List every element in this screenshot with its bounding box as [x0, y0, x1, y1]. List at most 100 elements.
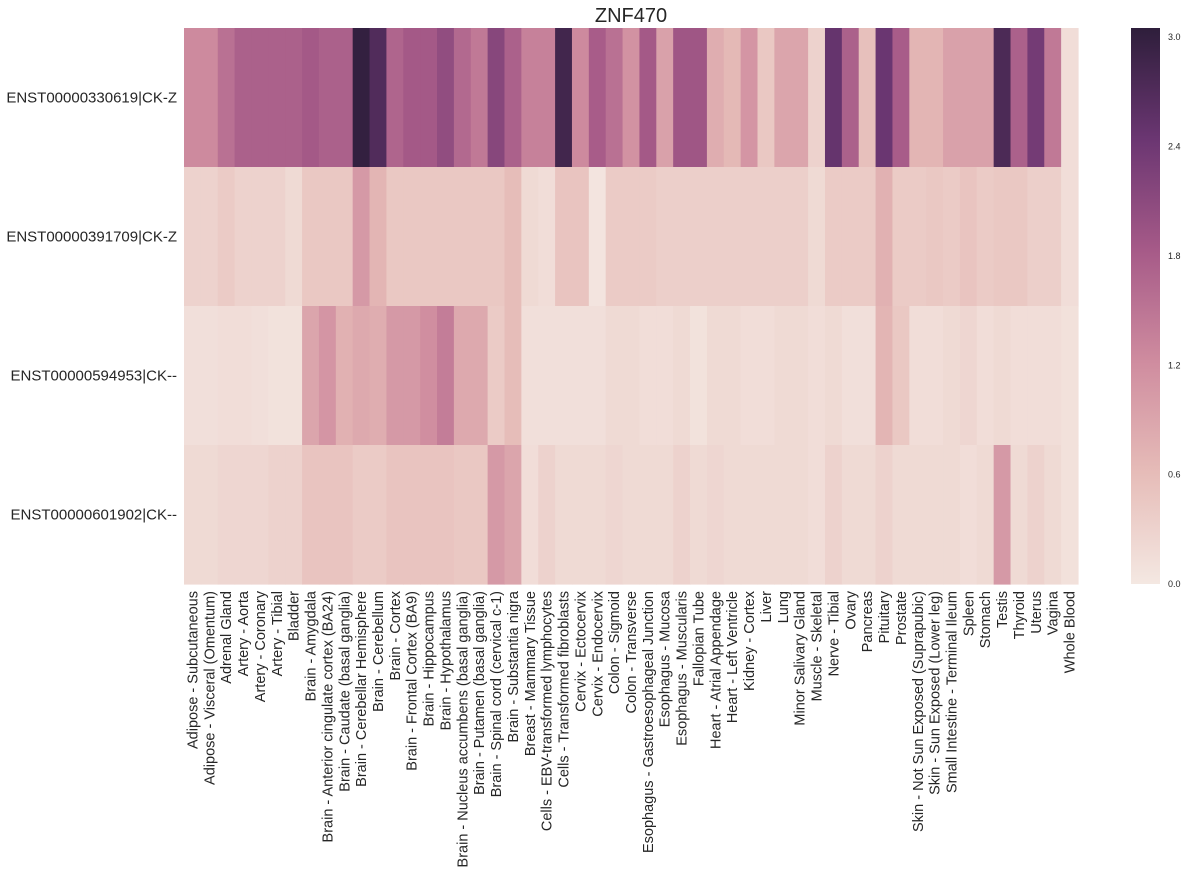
- column-label: Adipose - Visceral (Omentum): [202, 591, 218, 785]
- column-label: Esophagus - Mucosa: [658, 590, 674, 727]
- heatmap-cell: [470, 306, 489, 446]
- column-label: Muscle - Skeletal: [810, 591, 826, 701]
- heatmap-cell: [723, 28, 742, 168]
- heatmap-cell: [740, 28, 759, 168]
- heatmap-cell: [841, 445, 860, 585]
- heatmap-cell: [1044, 306, 1062, 446]
- heatmap-cell: [1027, 28, 1045, 168]
- heatmap-cell: [774, 306, 792, 446]
- column-label: Bladder: [287, 591, 303, 641]
- heatmap-cell: [352, 167, 371, 307]
- column-label: Thyroid: [1012, 591, 1028, 639]
- heatmap-cell: [706, 306, 725, 446]
- heatmap-cell: [976, 167, 995, 307]
- heatmap-cell: [976, 306, 995, 446]
- colorbar: 0.0 0.6 1.2 1.8 2.4 3.0: [1131, 28, 1181, 589]
- heatmap-cell: [976, 445, 995, 585]
- heatmap-cell: [217, 306, 236, 446]
- heatmap-cell: [571, 445, 590, 585]
- column-labels: Adipose - Subcutaneous Adipose - Visceral…: [185, 590, 1078, 867]
- heatmap-cell: [740, 306, 759, 446]
- heatmap-cell: [251, 167, 269, 307]
- heatmap-cell: [251, 445, 269, 585]
- heatmap-cell: [504, 306, 522, 446]
- colorbar-tick-label: 0.0: [1168, 579, 1181, 589]
- colorbar-tick-label: 2.4: [1168, 141, 1181, 151]
- heatmap-cell: [791, 445, 809, 585]
- heatmap-cell: [403, 306, 421, 446]
- heatmap-cell: [824, 445, 843, 585]
- column-label: Heart - Left Ventricle: [725, 591, 741, 723]
- heatmap-cell: [959, 445, 978, 585]
- heatmap-cell: [858, 28, 877, 168]
- column-label: Artery - Aorta: [236, 590, 252, 676]
- column-label: Testis: [995, 591, 1011, 628]
- row-label: ENST00000330619|CK-Z: [6, 90, 177, 107]
- heatmap-cell: [1044, 167, 1062, 307]
- heatmap-cell: [622, 306, 641, 446]
- column-label: Skin - Not Sun Exposed (Suprapubic): [911, 591, 927, 832]
- heatmap-cell: [723, 445, 742, 585]
- heatmap-cell: [673, 445, 691, 585]
- heatmap-cell: [673, 167, 691, 307]
- colorbar-gradient: [1131, 28, 1160, 584]
- column-label: Brain - Caudate (basal ganglia): [337, 591, 353, 792]
- heatmap-cell: [487, 167, 506, 307]
- heatmap-cell: [437, 306, 455, 446]
- heatmap-cell: [403, 167, 421, 307]
- heatmap-cell: [993, 167, 1012, 307]
- heatmap-cell: [706, 167, 725, 307]
- column-label: Brain - Cerebellar Hemisphere: [354, 591, 370, 787]
- heatmap-cell: [875, 445, 894, 585]
- heatmap-cell: [184, 167, 202, 307]
- heatmap-cell: [302, 28, 320, 168]
- heatmap-cell: [588, 306, 607, 446]
- heatmap-cell: [571, 167, 590, 307]
- heatmap-cell: [1061, 306, 1079, 446]
- column-label: Kidney - Cortex: [742, 590, 758, 691]
- heatmap-cell: [538, 306, 556, 446]
- heatmap-cell: [976, 28, 995, 168]
- heatmap-cell: [487, 445, 506, 585]
- heatmap-cell: [470, 445, 489, 585]
- heatmap-cell: [841, 306, 860, 446]
- chart-title: ZNF470: [595, 5, 667, 27]
- heatmap-cell: [824, 167, 843, 307]
- column-label: Brain - Hippocampus: [422, 591, 438, 726]
- heatmap-cell: [318, 306, 337, 446]
- heatmap-cell: [656, 28, 674, 168]
- heatmap-cell: [841, 28, 860, 168]
- heatmap-cell: [470, 28, 489, 168]
- heatmap-cell: [504, 445, 522, 585]
- heatmap-cell: [200, 167, 219, 307]
- heatmap-cell: [1010, 306, 1028, 446]
- heatmap-cell: [369, 445, 388, 585]
- column-label: Brain - Hypothalamus: [438, 591, 454, 730]
- heatmap-cell: [437, 28, 455, 168]
- heatmap-cell: [184, 28, 202, 168]
- heatmap-cell: [858, 306, 877, 446]
- column-label: Minor Salivary Gland: [793, 591, 809, 726]
- column-label: Pituitary: [877, 590, 893, 643]
- column-label: Colon - Transverse: [624, 591, 640, 714]
- heatmap-cell: [420, 445, 438, 585]
- heatmap-cell: [251, 28, 269, 168]
- heatmap-cell: [588, 445, 607, 585]
- heatmap-cell: [521, 306, 539, 446]
- heatmap-cell: [639, 167, 657, 307]
- column-label: Brain - Anterior cingulate cortex (BA24): [320, 591, 336, 842]
- heatmap-cell: [184, 306, 202, 446]
- heatmap-cell: [959, 28, 978, 168]
- heatmap-cell: [335, 306, 354, 446]
- heatmap-cell: [690, 28, 708, 168]
- heatmap-cell: [791, 28, 809, 168]
- heatmap-cell: [656, 167, 674, 307]
- heatmap-cell: [521, 167, 539, 307]
- heatmap-cells: [184, 28, 1079, 585]
- column-label: Vagina: [1046, 590, 1062, 635]
- heatmap-cell: [200, 28, 219, 168]
- heatmap-cell: [369, 28, 388, 168]
- column-label: Pancreas: [860, 591, 876, 652]
- heatmap-cell: [302, 167, 320, 307]
- heatmap-cell: [555, 28, 573, 168]
